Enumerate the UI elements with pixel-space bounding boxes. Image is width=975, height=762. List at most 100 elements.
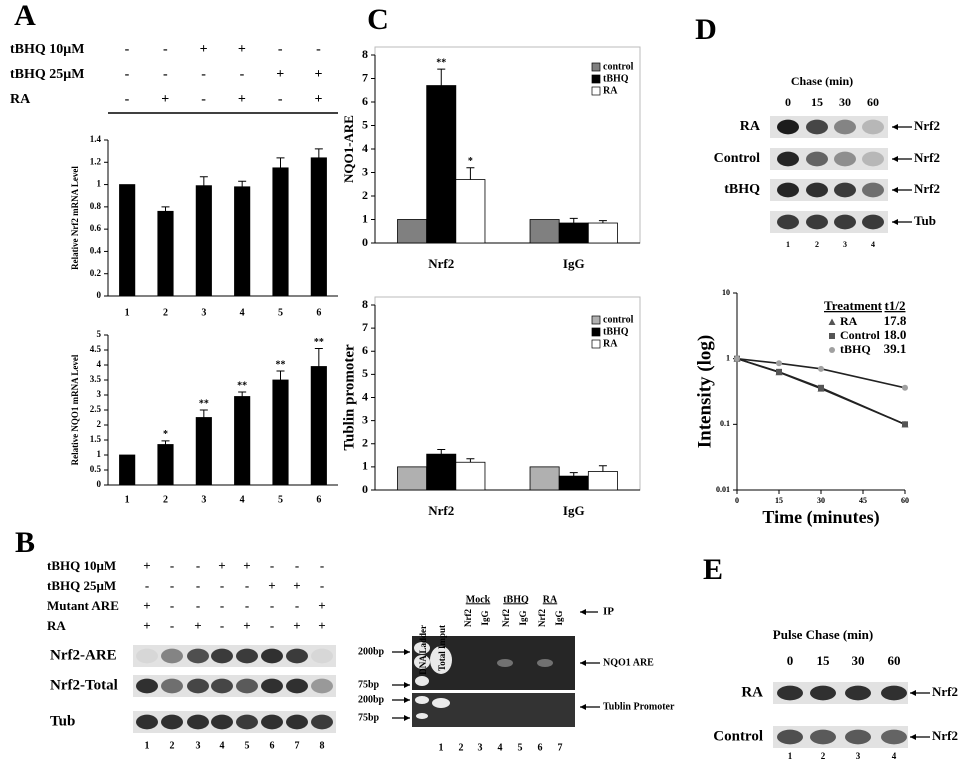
blot-band	[261, 714, 283, 730]
x-tick-label: 4	[240, 307, 245, 318]
error-bar	[466, 167, 475, 180]
y-tick-label: 2	[97, 419, 102, 429]
bar	[234, 396, 251, 486]
blot-band	[261, 648, 283, 664]
blot-strip	[133, 645, 336, 667]
blot-band	[777, 119, 799, 135]
blot-band	[806, 151, 828, 167]
lane-number: 4	[220, 740, 225, 751]
bar	[119, 184, 136, 297]
blot-band	[136, 678, 158, 694]
legend-label: tBHQ	[840, 342, 871, 356]
blot-row-label: Nrf2-Total	[50, 677, 118, 693]
blot-band	[810, 729, 836, 745]
treatment-sign: -	[245, 578, 249, 593]
y-tick-label: 0.2	[90, 268, 102, 278]
legend-label: RA	[603, 338, 618, 349]
blot-band	[777, 151, 799, 167]
lane-number: 3	[196, 740, 201, 751]
legend-marker	[829, 333, 835, 339]
y-tick-label: 5	[362, 117, 368, 131]
blot-strip	[770, 179, 888, 201]
blot-band	[806, 119, 828, 135]
lane-number: 1	[786, 240, 790, 249]
x-tick-label: 1	[125, 494, 130, 505]
target-label: Nrf2	[932, 728, 958, 743]
blot-band	[311, 714, 333, 730]
bar	[455, 461, 486, 491]
lane-number: 1	[788, 751, 793, 761]
lane-number: 3	[843, 240, 847, 249]
panel-letter: E	[703, 553, 723, 586]
time-label: 60	[867, 95, 879, 109]
treatment-sign: +	[161, 92, 169, 107]
blot-strip	[773, 726, 908, 748]
ip-label: IP	[603, 606, 614, 618]
lane-number: 3	[478, 742, 483, 753]
gel-band	[414, 642, 430, 654]
bar	[195, 417, 212, 486]
bar	[587, 222, 618, 244]
error-bar	[314, 148, 323, 158]
treatment-sign: -	[270, 598, 274, 613]
significance: **	[199, 398, 209, 409]
treatment-sign: +	[315, 67, 323, 82]
x-tick-label: 5	[278, 307, 283, 318]
treatment-sign: -	[220, 598, 224, 613]
time-label: 30	[839, 95, 851, 109]
treatment-sign: -	[170, 578, 174, 593]
group-label: tBHQ	[503, 594, 529, 605]
blot-band	[777, 214, 799, 230]
treatment-label: RA	[10, 92, 31, 107]
y-tick-label: 3	[362, 412, 368, 426]
blot-band	[311, 678, 333, 694]
gel-band	[415, 676, 429, 686]
lane-number: 2	[815, 240, 819, 249]
significance: **	[314, 337, 324, 348]
bar	[558, 475, 589, 491]
error-bar	[437, 68, 446, 86]
treatment-sign: +	[194, 618, 201, 633]
blot-band	[187, 648, 209, 664]
error-bar	[437, 449, 446, 455]
lane-number: 5	[245, 740, 250, 751]
bar	[272, 167, 289, 297]
treatment-sign: -	[278, 92, 283, 107]
legend-label: control	[603, 314, 634, 325]
bar	[587, 471, 618, 491]
treatment-sign: -	[163, 67, 168, 82]
arrow-head	[404, 649, 410, 655]
error-bar	[161, 206, 170, 212]
treatment-sign: +	[218, 558, 225, 573]
blot-band	[261, 678, 283, 694]
point	[776, 360, 782, 367]
error-bar	[466, 458, 475, 463]
blot-band	[211, 648, 233, 664]
lane-number: 3	[856, 751, 861, 761]
gel-band	[414, 655, 430, 669]
error-bar	[161, 440, 170, 445]
blot-title: Chase (min)	[791, 74, 853, 88]
arrow-head	[580, 704, 586, 710]
blot-band	[862, 182, 884, 198]
treatment-label: tBHQ 10μM	[47, 558, 116, 573]
blot-strip	[773, 682, 908, 704]
y-tick-label: 4	[97, 359, 102, 369]
time-label: 30	[852, 653, 865, 668]
x-tick-label: 4	[240, 494, 245, 505]
x-tick-label: IgG	[563, 503, 585, 518]
treatment-sign: -	[220, 578, 224, 593]
legend-swatch	[591, 327, 601, 337]
point	[776, 368, 782, 375]
bar	[426, 453, 457, 491]
treatment-sign: -	[196, 578, 200, 593]
point	[818, 384, 824, 391]
lane-number: 5	[518, 742, 523, 753]
x-tick-label: 2	[163, 307, 168, 318]
blot-band	[777, 729, 803, 745]
y-tick-label: 0.4	[90, 245, 102, 255]
legend-label: tBHQ	[603, 326, 629, 337]
point	[818, 365, 824, 372]
x-tick-label: 2	[163, 494, 168, 505]
y-tick-label: 6	[362, 343, 368, 357]
